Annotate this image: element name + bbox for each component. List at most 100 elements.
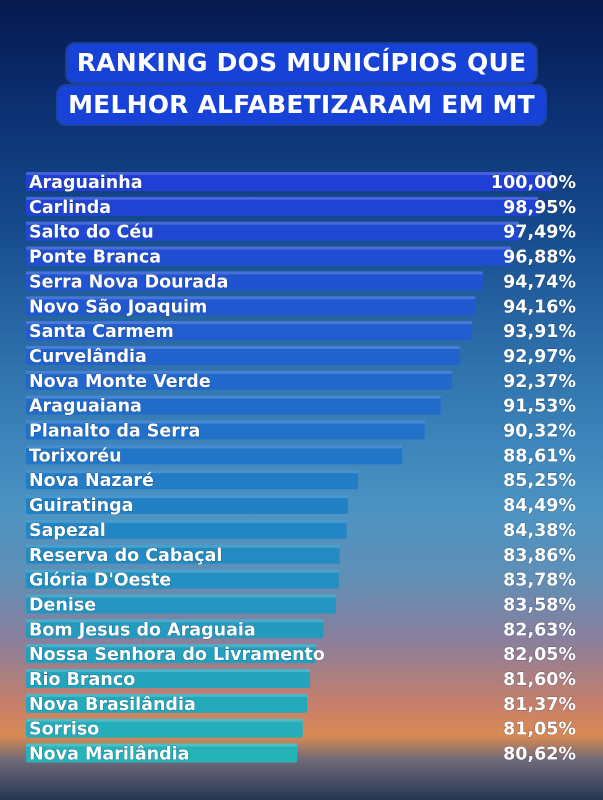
bar bbox=[26, 445, 403, 465]
category-label: Ponte Branca bbox=[29, 248, 161, 268]
bar bbox=[26, 221, 519, 241]
category-label: Sapezal bbox=[29, 521, 106, 541]
value-label: 83,58% bbox=[503, 595, 576, 615]
bar bbox=[26, 296, 476, 316]
value-label: 84,38% bbox=[503, 521, 576, 541]
bar bbox=[26, 420, 425, 440]
value-label: 92,37% bbox=[503, 372, 576, 392]
bar-highlight bbox=[26, 296, 476, 300]
value-label: 81,60% bbox=[503, 670, 576, 690]
value-label: 97,49% bbox=[503, 223, 576, 243]
category-label: Planalto da Serra bbox=[29, 422, 200, 442]
bar bbox=[26, 594, 337, 614]
category-label: Guiratinga bbox=[29, 496, 133, 516]
bar bbox=[26, 345, 460, 365]
bar-highlight bbox=[26, 594, 337, 598]
bar bbox=[26, 544, 340, 564]
category-labels: Araguainha Carlinda Salto do Céu Ponte Bran… bbox=[29, 173, 326, 766]
bar-highlight bbox=[26, 196, 539, 200]
bar bbox=[26, 321, 472, 341]
category-label: Araguaiana bbox=[29, 397, 142, 417]
value-label: 82,05% bbox=[503, 645, 576, 665]
value-label: 84,49% bbox=[503, 496, 576, 516]
bar-highlight bbox=[26, 321, 472, 325]
bar bbox=[26, 519, 347, 539]
value-label: 100,00% bbox=[491, 173, 576, 193]
category-label: Glória D'Oeste bbox=[29, 571, 171, 591]
value-label: 88,61% bbox=[503, 446, 576, 466]
bar-highlight bbox=[26, 445, 403, 449]
bar bbox=[26, 644, 316, 664]
category-label: Rio Branco bbox=[29, 670, 135, 690]
bar bbox=[26, 246, 511, 266]
value-label: 80,62% bbox=[503, 745, 576, 765]
bar-highlight bbox=[26, 693, 308, 697]
bar bbox=[26, 196, 539, 216]
bar-highlight bbox=[26, 569, 339, 573]
value-label: 83,86% bbox=[503, 546, 576, 566]
bar bbox=[26, 718, 303, 738]
category-label: Araguainha bbox=[29, 173, 143, 193]
category-label: Nova Brasilândia bbox=[29, 695, 196, 715]
bar-highlight bbox=[26, 395, 441, 399]
bar bbox=[26, 495, 349, 515]
value-label: 90,32% bbox=[503, 422, 576, 442]
bar bbox=[26, 743, 298, 763]
bar-highlight bbox=[26, 519, 347, 523]
category-label: Denise bbox=[29, 595, 96, 615]
value-label: 94,74% bbox=[503, 272, 576, 292]
bar bbox=[26, 370, 452, 390]
value-label: 98,95% bbox=[503, 198, 576, 218]
bar-highlight bbox=[26, 172, 552, 175]
category-label: Serra Nova Dourada bbox=[29, 272, 228, 292]
bar-highlight bbox=[26, 644, 316, 648]
bar bbox=[26, 395, 441, 415]
bar-highlight bbox=[26, 271, 483, 275]
category-label: Torixoréu bbox=[29, 446, 122, 466]
category-label: Salto do Céu bbox=[29, 223, 154, 243]
bar bbox=[26, 271, 483, 291]
category-label: Sorriso bbox=[29, 720, 99, 740]
bar-highlight bbox=[26, 718, 303, 722]
bar bbox=[26, 669, 311, 688]
bar bbox=[26, 172, 552, 191]
bar bbox=[26, 619, 324, 639]
value-labels: 100,00% 98,95% 97,49% 96,88% 94,74% 94,16% 93,… bbox=[490, 173, 576, 766]
category-label: Novo São Joaquim bbox=[29, 297, 207, 317]
bar-highlight bbox=[26, 420, 425, 424]
category-label: Curvelândia bbox=[29, 347, 147, 367]
category-label: Nova Nazaré bbox=[29, 471, 154, 491]
bar-highlight bbox=[26, 345, 460, 349]
bar-highlight bbox=[26, 221, 519, 225]
bar bbox=[26, 693, 308, 713]
bar-highlight bbox=[26, 370, 452, 374]
value-label: 92,97% bbox=[503, 347, 576, 367]
bar-highlight bbox=[26, 743, 298, 747]
value-label: 85,25% bbox=[503, 471, 576, 491]
title-line-2: MELHOR ALFABETIZARAM EM MT bbox=[58, 86, 545, 124]
bar bbox=[26, 470, 359, 490]
value-label: 96,88% bbox=[503, 248, 576, 268]
category-label: Carlinda bbox=[29, 198, 111, 218]
bar-highlight bbox=[26, 619, 324, 623]
bar-highlight bbox=[26, 470, 359, 474]
value-label: 82,63% bbox=[503, 620, 576, 640]
category-label: Reserva do Cabaçal bbox=[29, 546, 222, 566]
value-label: 81,37% bbox=[503, 695, 576, 715]
category-label: Bom Jesus do Araguaia bbox=[29, 620, 256, 640]
bar-highlight bbox=[26, 669, 311, 672]
bar bbox=[26, 569, 339, 589]
value-label: 81,05% bbox=[503, 720, 576, 740]
value-label: 91,53% bbox=[503, 397, 576, 417]
bars-group bbox=[26, 172, 552, 763]
bar-highlight bbox=[26, 544, 340, 548]
category-label: Santa Carmem bbox=[29, 322, 174, 342]
category-label: Nova Marilândia bbox=[29, 745, 189, 765]
title-line-1: RANKING DOS MUNICÍPIOS QUE bbox=[66, 44, 537, 82]
chart-title: RANKING DOS MUNICÍPIOS QUE MELHOR ALFABE… bbox=[0, 44, 603, 124]
value-label: 93,91% bbox=[503, 322, 576, 342]
value-label: 83,78% bbox=[503, 571, 576, 591]
category-label: Nova Monte Verde bbox=[29, 372, 211, 392]
category-label: Nossa Senhora do Livramento bbox=[29, 645, 325, 665]
